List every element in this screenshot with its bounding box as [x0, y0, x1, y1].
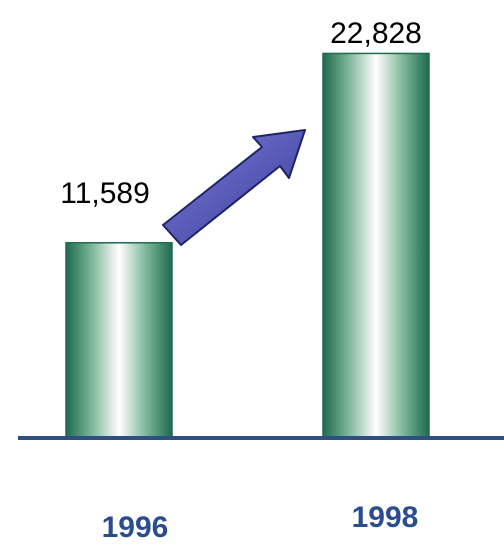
value-label-1998: 22,828: [330, 17, 422, 50]
bar-1998: [322, 52, 430, 439]
category-label-1996: 1996: [102, 511, 169, 544]
trend-up-arrow-icon: [162, 129, 306, 246]
bar-1996: [65, 242, 173, 439]
value-label-1996: 11,589: [60, 177, 150, 210]
category-label-1998: 1998: [352, 501, 419, 534]
